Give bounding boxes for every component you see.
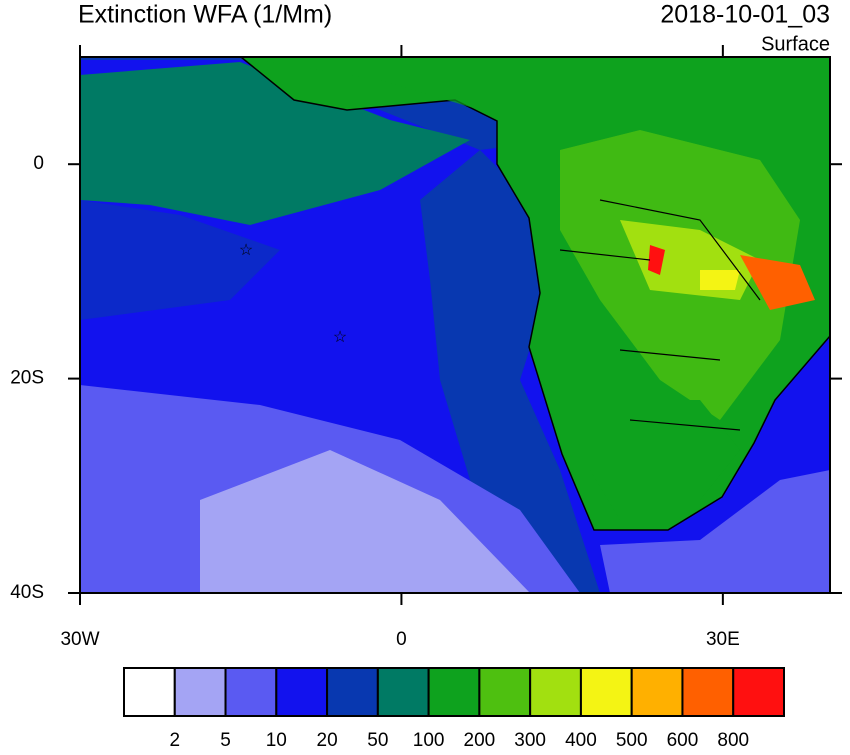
- colorbar-label: 20: [317, 730, 338, 750]
- lat-tick-label: 20S: [10, 368, 44, 389]
- colorbar-box: [732, 667, 786, 717]
- colorbar-label: 200: [464, 730, 496, 750]
- colorbar-label: 10: [266, 730, 287, 750]
- lon-tick-label: 0: [396, 629, 407, 650]
- station-star: ☆: [333, 329, 347, 346]
- colorbar-box: [529, 667, 582, 717]
- colorbar-label: 100: [413, 730, 445, 750]
- colorbar-box: [173, 667, 227, 717]
- colorbar-label: 600: [667, 730, 699, 750]
- timestamp: 2018-10-01_03: [660, 1, 830, 29]
- colorbar-label: 50: [367, 730, 388, 750]
- colorbar-label: 800: [717, 730, 749, 750]
- colorbar-label: 5: [220, 730, 231, 750]
- colorbar-box: [579, 667, 633, 717]
- lat-tick-label: 0: [33, 153, 44, 174]
- colorbar-box: [630, 667, 684, 717]
- colorbar-box: [224, 667, 278, 717]
- map-field: ☆ ☆: [80, 57, 830, 593]
- colorbar-box: [326, 667, 379, 717]
- lon-tick-label: 30W: [60, 629, 99, 650]
- map-frame: [79, 56, 831, 594]
- colorbar-label: 300: [514, 730, 546, 750]
- colorbar-box: [376, 667, 430, 717]
- colorbar-label: 500: [616, 730, 648, 750]
- colorbar-box: [478, 667, 532, 717]
- colorbar-box: [275, 667, 329, 717]
- colorbar-box: [681, 667, 735, 717]
- title: Extinction WFA (1/Mm): [78, 1, 332, 29]
- colorbar-label: 400: [565, 730, 597, 750]
- lon-tick-label: 30E: [706, 629, 740, 650]
- colorbar-box: [123, 667, 176, 717]
- lat-tick-label: 40S: [10, 582, 44, 603]
- colorbar-label: 2: [169, 730, 180, 750]
- level-label: Surface: [761, 33, 830, 55]
- colorbar-box: [427, 667, 481, 717]
- station-star: ☆: [239, 242, 253, 259]
